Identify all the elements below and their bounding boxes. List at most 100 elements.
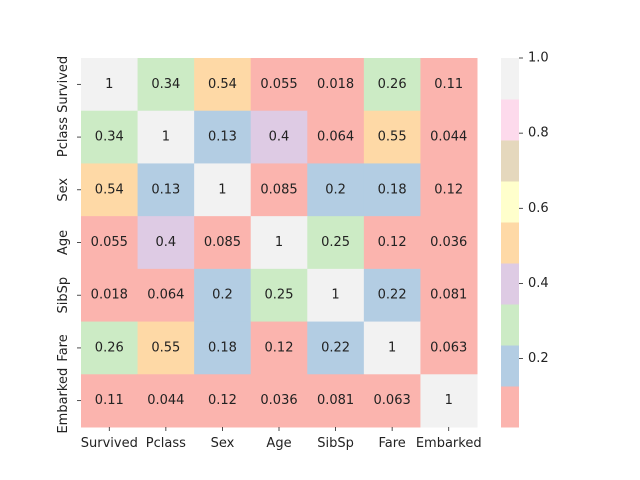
heatmap-cell [363,374,421,428]
cell-value-label: 0.55 [151,340,180,355]
cell-value-label: 0.34 [151,77,180,92]
cell-value-label: 0.34 [95,130,124,145]
cell-value-label: 0.22 [378,288,407,303]
colorbar-segment [501,140,519,182]
heatmap-cell-labels: 1 0.34 0.54 0.055 0.018 0.26 0.11 0.34 1 0.13 0.4 0… [91,77,468,408]
cell-value-label: 1 [218,182,226,197]
cell-value-label: 0.064 [317,130,354,145]
cell-value-label: 0.12 [378,235,407,250]
cell-value-label: 0.064 [147,288,184,303]
heatmap-cell [81,163,139,217]
x-tick-label: Fare [378,436,405,451]
heatmap-cell [420,58,478,112]
cell-value-label: 0.25 [321,235,350,250]
cell-value-label: 0.26 [378,77,407,92]
x-axis: Survived Pclass Sex Age SibSp Fare Embarked [81,427,482,451]
colorbar-segment [501,263,519,305]
cell-value-label: 0.12 [265,340,294,355]
heatmap-cell [250,321,308,375]
cell-value-label: 0.055 [260,77,297,92]
heatmap-cell [420,216,478,270]
x-tick-label: Survived [81,436,138,451]
cell-value-label: 0.13 [151,182,180,197]
cell-value-label: 0.4 [269,130,290,145]
cell-value-label: 1 [445,393,453,408]
heatmap-cell [250,268,308,323]
heatmap-cell [363,110,421,164]
heatmap-cell [250,216,308,270]
y-tick-label: Survived [56,56,71,113]
y-tick-label: Pclass [56,117,71,157]
heatmap-cell [250,110,308,164]
heatmap-cell [194,216,252,270]
cell-value-label: 0.018 [317,77,354,92]
heatmap-cell [137,374,195,428]
cell-value-label: 0.13 [208,130,237,145]
y-axis: Survived Pclass Sex Age SibSp Fare Embarked [56,56,81,434]
cell-value-label: 0.55 [378,130,407,145]
colorbar-segment [501,181,519,223]
cell-value-label: 0.2 [325,182,346,197]
cell-value-label: 0.055 [91,235,128,250]
cell-value-label: 0.22 [321,340,350,355]
cell-value-label: 0.081 [317,393,354,408]
colorbar-segment [501,222,519,264]
cell-value-label: 1 [388,340,396,355]
heatmap-cell [250,58,308,112]
heatmap-cell [420,321,478,375]
cell-value-label: 0.18 [378,182,407,197]
colorbar-tick-label: 0.8 [528,126,549,141]
colorbar-tick-label: 0.2 [528,351,549,366]
colorbar-segment [501,386,519,428]
cell-value-label: 0.044 [147,393,184,408]
cell-value-label: 0.11 [95,393,124,408]
cell-value-label: 0.18 [208,340,237,355]
cell-value-label: 0.25 [265,288,294,303]
cell-value-label: 0.036 [260,393,297,408]
heatmap-cell [307,321,365,375]
y-tick-label: Fare [56,334,71,361]
colorbar-segment [501,99,519,141]
cell-value-label: 0.26 [95,340,124,355]
cell-value-label: 0.4 [156,235,177,250]
cell-value-label: 0.11 [434,77,463,92]
cell-value-label: 0.54 [208,77,237,92]
x-tick-label: SibSp [317,436,354,451]
heatmap-cell [307,58,365,112]
heatmap-cell [307,110,365,164]
heatmap-cell [194,321,252,375]
heatmap-cell [194,374,252,428]
heatmap-cell [81,216,139,270]
x-tick-label: Pclass [146,436,186,451]
cell-value-label: 1 [331,288,339,303]
heatmap-cell [250,374,308,428]
heatmap-cell [420,374,478,428]
cell-value-label: 0.063 [374,393,411,408]
colorbar-tick-label: 1.0 [528,51,549,66]
heatmap-cell [137,110,195,164]
cell-value-label: 0.044 [430,130,467,145]
heatmap-cell [307,163,365,217]
x-tick-label: Embarked [416,436,482,451]
heatmap-cell [81,374,139,428]
colorbar-segment [501,345,519,387]
heatmap-cell [137,58,195,112]
heatmap-cell [137,216,195,270]
cell-value-label: 0.54 [95,182,124,197]
heatmap-cell [137,163,195,217]
heatmap-cell [363,216,421,270]
colorbar-segment [501,304,519,346]
heatmap-cell [81,58,139,112]
heatmap-cell [194,268,252,323]
colorbar-tick-label: 0.6 [528,201,549,216]
cell-value-label: 1 [275,235,283,250]
heatmap-cell [363,268,421,323]
y-tick-label: SibSp [56,277,71,314]
x-tick-label: Sex [211,436,235,451]
heatmap-cell [137,268,195,323]
cell-value-label: 0.063 [430,340,467,355]
heatmap-cell [420,163,478,217]
heatmap-cell [81,110,139,164]
cell-value-label: 0.12 [208,393,237,408]
y-tick-label: Embarked [56,368,71,434]
